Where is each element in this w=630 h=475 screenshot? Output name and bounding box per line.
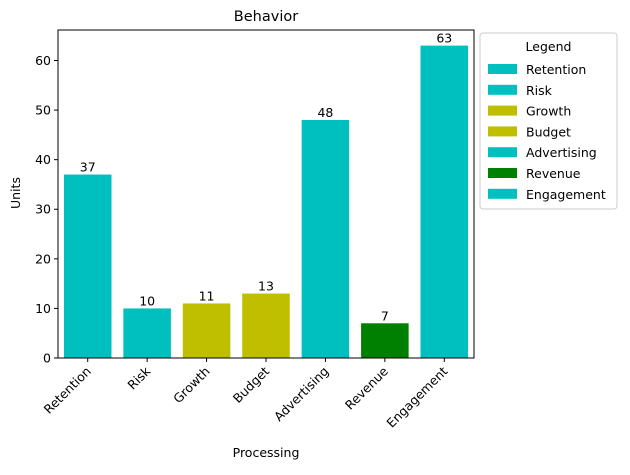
legend-swatch	[488, 188, 517, 199]
plot-frame	[57, 29, 475, 359]
y-tick-label: 60	[35, 53, 51, 68]
bar-series	[63, 45, 469, 358]
bar-retention	[63, 174, 112, 358]
x-tick-label: Advertising	[271, 364, 332, 425]
y-tick-label: 30	[35, 202, 51, 217]
legend-entry-label: Advertising	[526, 145, 597, 160]
legend-entry-label: Engagement	[526, 187, 606, 202]
bar-revenue	[361, 323, 409, 358]
value-label: 63	[436, 31, 452, 46]
value-label: 10	[139, 293, 155, 308]
value-label: 48	[317, 105, 333, 120]
value-label: 11	[199, 288, 215, 303]
y-tick-label: 10	[35, 301, 51, 316]
legend-entry-label: Retention	[526, 62, 586, 77]
x-tick-label: Risk	[124, 363, 153, 392]
chart-title: Behavior	[234, 9, 298, 25]
x-tick-label: Growth	[170, 364, 213, 407]
bar-growth	[182, 303, 231, 358]
y-tick-label: 40	[35, 152, 51, 167]
legend-swatch	[488, 64, 517, 74]
bar-risk	[123, 308, 171, 358]
y-tick-label: 0	[43, 351, 51, 366]
legend-swatch	[488, 147, 517, 158]
y-tick-label: 20	[35, 251, 51, 266]
y-tick-label: 50	[35, 103, 51, 118]
value-labels: 37 10 11 13 48 7 63	[80, 31, 452, 324]
bar-budget	[242, 293, 290, 358]
value-label: 37	[80, 160, 96, 175]
value-label: 13	[258, 279, 274, 294]
legend-entry-label: Revenue	[526, 166, 581, 181]
legend-frame	[479, 32, 618, 210]
legend-entry-label: Budget	[526, 124, 571, 139]
bar-engagement	[420, 45, 469, 358]
legend-swatch	[488, 84, 517, 95]
y-axis-label: Units	[8, 177, 23, 209]
x-tick-label: Revenue	[342, 363, 391, 412]
value-label: 7	[381, 308, 389, 323]
bar-advertising	[301, 119, 350, 358]
legend-entry-label: Growth	[526, 104, 571, 119]
x-axis-label: Processing	[233, 445, 300, 460]
legend-swatch	[488, 105, 517, 116]
x-tick-label: Engagement	[383, 363, 450, 430]
x-tick-label: Budget	[230, 363, 272, 405]
legend-title: Legend	[526, 39, 572, 54]
legend-entry-label: Risk	[526, 83, 553, 98]
legend-swatch	[488, 126, 517, 137]
legend-swatch	[488, 168, 517, 178]
x-tick-label: Retention	[41, 364, 94, 417]
legend: Legend Retention Risk Growth Budget Advertisi…	[479, 32, 618, 210]
y-axis: 0 10 20 30 40 50 60	[35, 53, 58, 366]
